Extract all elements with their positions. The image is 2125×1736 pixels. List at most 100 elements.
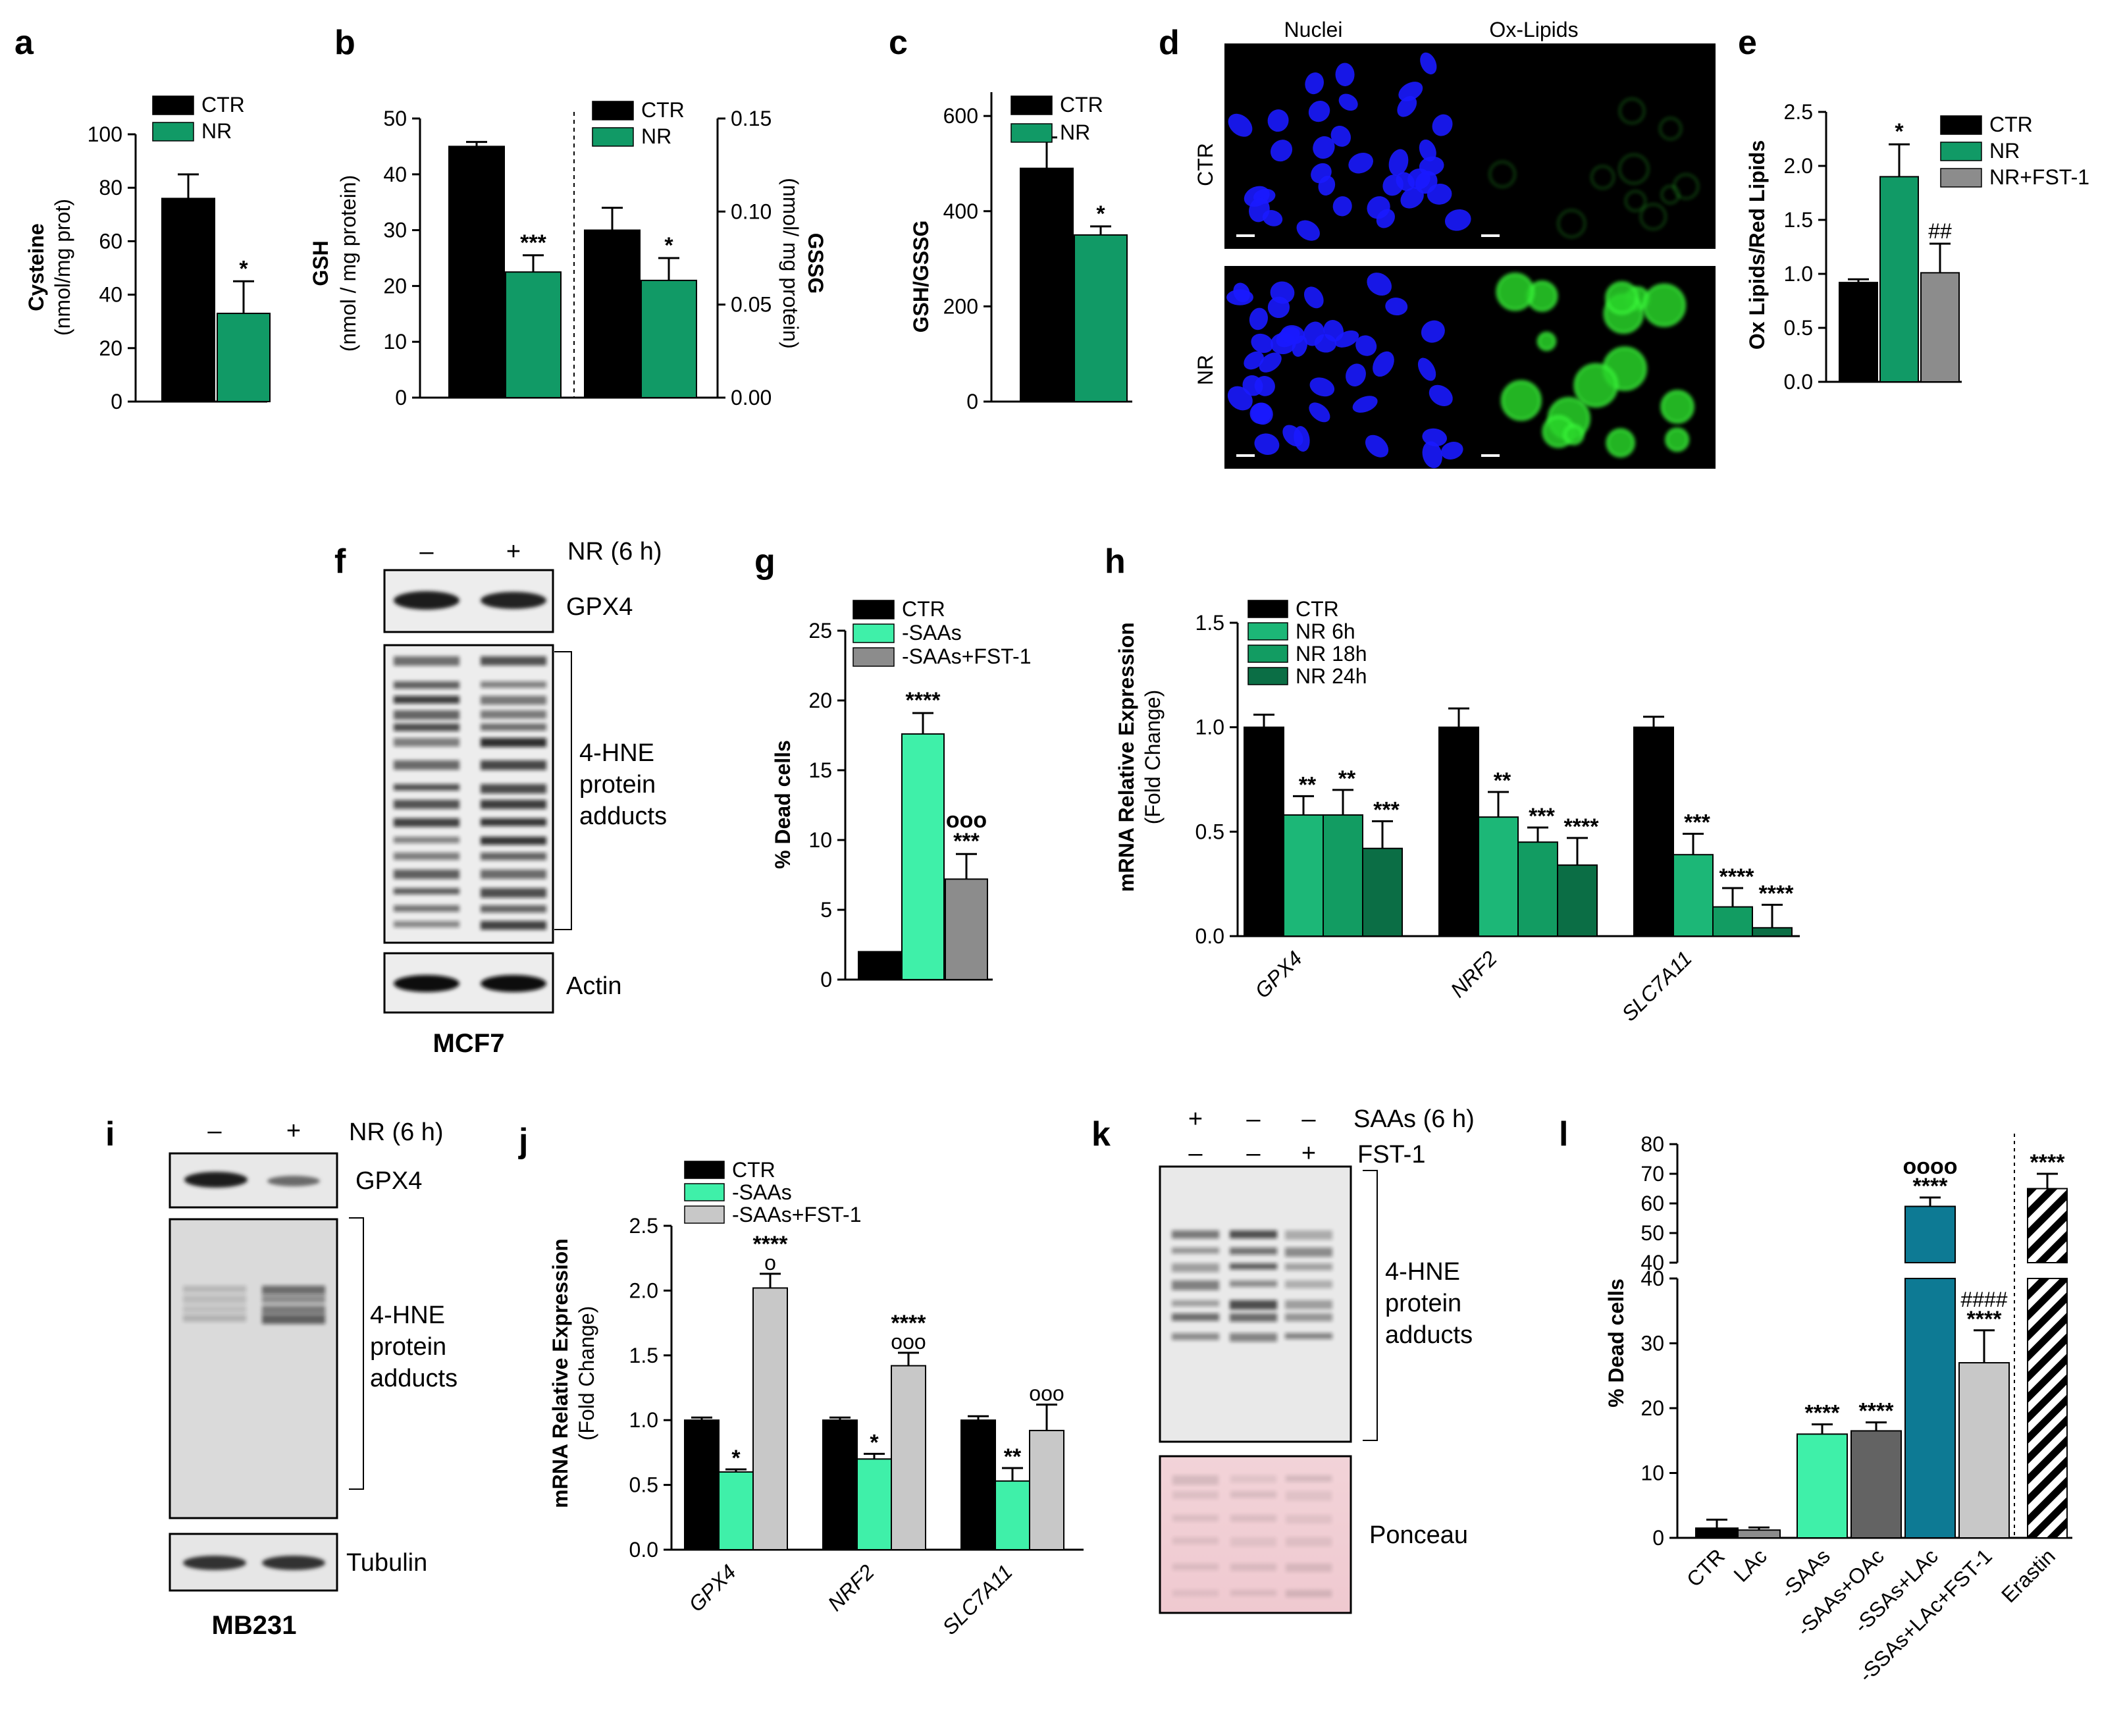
bar-NR+FST-1 (1920, 272, 1960, 382)
significance-label: o (764, 1251, 776, 1275)
legend-swatch (684, 1161, 725, 1179)
y-tick-label: 20 (1640, 1396, 1664, 1420)
x-tick-label: SLC7A11 (937, 1560, 1017, 1639)
nucleus (1388, 149, 1409, 176)
significance-label: ooo (891, 1330, 926, 1354)
significance-label: **** (1859, 1399, 1895, 1424)
legend-swatch (592, 101, 634, 120)
nucleus (1233, 282, 1250, 303)
y-axis-label: Ox Lipids/Red Lipids (1745, 140, 1769, 350)
y-tick-label: 1.5 (629, 1344, 658, 1367)
band (394, 591, 459, 610)
y-tick-label: 0 (820, 968, 832, 991)
nucleus (1355, 335, 1377, 356)
bar-SLC7A11-CTR (960, 1419, 996, 1550)
band (183, 1295, 246, 1303)
y-tick-label: 0.0 (629, 1538, 658, 1562)
lane3-fst: + (1301, 1140, 1316, 1167)
y-tick-label: 60 (99, 229, 122, 253)
bar-GPX4--SAAs (718, 1471, 754, 1550)
nucleus (1267, 296, 1290, 319)
bar-NRF2-CTR (1438, 726, 1479, 937)
col-label-oxlipids: Ox-Lipids (1489, 18, 1578, 41)
nucleus (1348, 153, 1373, 174)
y-axis-label: mRNA Relative Expression (1115, 622, 1138, 892)
y-tick-label: 1.0 (1784, 262, 1813, 286)
bar-Erastin-lower (2027, 1278, 2068, 1539)
band (1230, 1263, 1277, 1270)
band (1172, 1491, 1219, 1500)
hne-label-3: adducts (370, 1365, 458, 1392)
y-tick-label: 1.5 (1195, 611, 1224, 635)
y-axis-label: GSH (309, 240, 332, 286)
legend-swatch (1940, 115, 1982, 135)
y-axis-label: % Dead cells (1604, 1278, 1628, 1407)
band (262, 1315, 325, 1325)
band (262, 1295, 325, 1303)
bar-gsh-NR (505, 271, 562, 399)
y-tick-label: 20 (808, 689, 832, 712)
band (1230, 1313, 1277, 1322)
oxlipid-cell (1661, 185, 1680, 204)
treatment-label: NR (6 h) (349, 1118, 444, 1146)
band (1230, 1590, 1276, 1596)
nucleus (1429, 384, 1453, 407)
y-tick-label: 0.5 (629, 1473, 658, 1497)
bar--SSAs+LAc+FST-1 (1958, 1362, 2010, 1539)
band (481, 723, 546, 731)
band (1230, 1537, 1276, 1547)
lane2-fst: – (1246, 1140, 1261, 1167)
y-axis-label: GSH/GSSG (909, 221, 933, 333)
significance-label: ooo (1029, 1382, 1064, 1406)
band (1230, 1475, 1276, 1483)
y-tick-label: 0.0 (1784, 370, 1813, 394)
chart-h: 0.00.51.01.5** *****GPX4***** ****NRF2****… (1115, 597, 1800, 1026)
band (1285, 1313, 1332, 1322)
band (1230, 1333, 1277, 1342)
image-nr-oxlipids (1479, 266, 1716, 469)
nucleus (1296, 220, 1320, 241)
y-tick-label: 80 (1640, 1132, 1664, 1156)
y-tick-label: 0.5 (1195, 820, 1224, 843)
nucleus (1422, 441, 1442, 469)
bar-Erastin-upper-fill (2027, 1188, 2068, 1263)
legend-label: NR+FST-1 (1989, 165, 2089, 189)
significance-label: ## (1928, 219, 1952, 243)
significance-label: oooo (1902, 1154, 1957, 1179)
significance-label: **** (1967, 1307, 2003, 1332)
band (481, 696, 546, 705)
oxlipid-cell (1619, 98, 1645, 124)
significance-label: *** (1529, 804, 1555, 829)
hne-label-1: 4-HNE (579, 739, 654, 767)
y-tick-label: 0.0 (1195, 924, 1224, 948)
nucleus (1244, 351, 1264, 370)
y-tick-label: 100 (88, 122, 122, 146)
nucleus (1332, 196, 1352, 217)
significance-label: **** (1913, 1174, 1949, 1199)
significance-label: **** (1805, 1401, 1841, 1426)
nucleus (1396, 172, 1415, 192)
significance-label: **** (753, 1232, 789, 1257)
blot-4hne (169, 1218, 338, 1519)
nucleus (1432, 114, 1453, 136)
lane-plus: + (506, 538, 521, 566)
blot-panel-i: – + NR (6 h) GPX4 4-HNE protein adducts … (169, 1117, 458, 1640)
lane-minus: – (419, 538, 434, 566)
y-tick-label: 30 (1640, 1332, 1664, 1355)
y-tick-label: 40 (99, 283, 122, 307)
image-ctr-oxlipids (1479, 43, 1716, 249)
band (394, 738, 459, 747)
chart-c: 0 200 400 600 * CTR NR GSH/GSSG (909, 92, 1132, 413)
gpx4-label: GPX4 (355, 1167, 422, 1195)
significance-label: * (1096, 201, 1105, 226)
oxlipid-cell (1573, 363, 1618, 408)
y-tick-label: 0.5 (1784, 316, 1813, 340)
band (481, 888, 546, 898)
x-tick-label: NRF2 (1446, 946, 1502, 1002)
bar-SLC7A11-NR 6h (1673, 854, 1714, 937)
panel-label-k: k (1091, 1115, 1111, 1153)
bar-CTR (161, 197, 215, 402)
blot-4hne (383, 644, 554, 944)
y-tick-label: 25 (808, 619, 832, 643)
band (1285, 1333, 1332, 1340)
